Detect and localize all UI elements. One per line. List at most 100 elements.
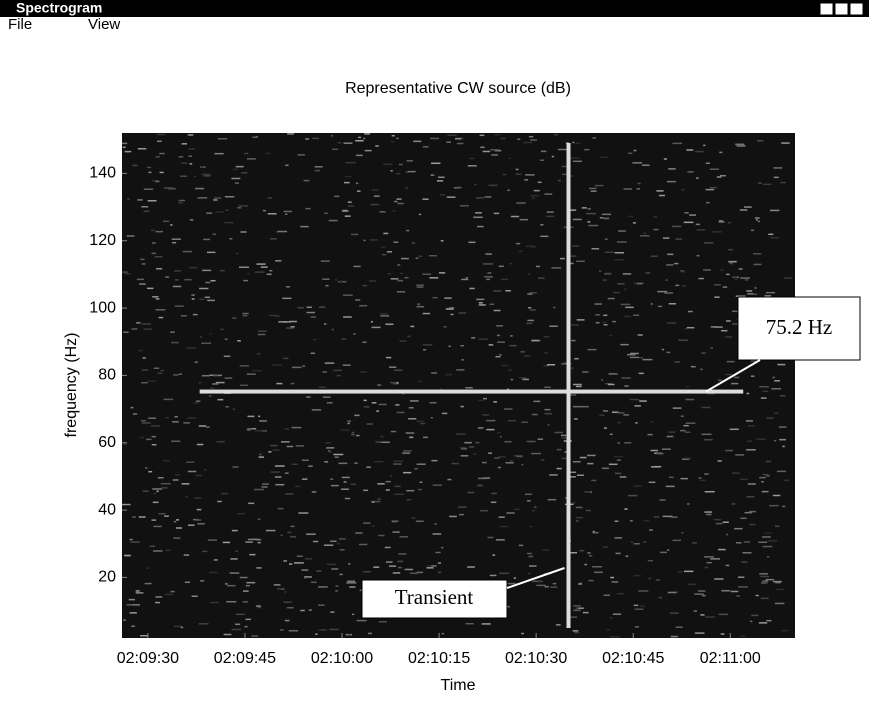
speckle — [146, 567, 149, 569]
speckle — [403, 471, 412, 474]
speckle — [380, 435, 384, 438]
speckle — [279, 629, 284, 631]
speckle — [623, 414, 630, 416]
speckle — [392, 531, 400, 533]
speckle — [430, 174, 435, 176]
speckle — [184, 581, 190, 584]
speckle — [170, 590, 175, 593]
menu-item[interactable]: File — [8, 16, 32, 33]
speckle — [385, 356, 392, 359]
speckle — [619, 476, 627, 478]
speckle — [441, 632, 445, 635]
speckle — [417, 380, 422, 383]
speckle — [312, 137, 319, 140]
speckle — [270, 444, 278, 447]
speckle — [559, 257, 565, 260]
speckle — [195, 474, 202, 477]
speckle — [193, 402, 199, 404]
speckle — [510, 215, 520, 218]
speckle — [751, 614, 759, 617]
speckle — [304, 576, 312, 578]
speckle — [725, 533, 729, 536]
speckle — [195, 400, 201, 402]
speckle — [331, 568, 339, 570]
speckle — [770, 236, 780, 239]
speckle — [484, 276, 494, 278]
speckle — [203, 238, 211, 241]
speckle — [240, 231, 247, 233]
speckle — [477, 427, 484, 429]
speckle — [507, 605, 510, 608]
maximize[interactable] — [834, 2, 849, 16]
speckle — [293, 562, 304, 564]
speckle — [186, 461, 195, 463]
speckle — [456, 186, 462, 189]
speckle — [284, 619, 290, 622]
menu-item[interactable]: View — [88, 16, 120, 33]
speckle — [773, 176, 779, 179]
speckle — [499, 525, 509, 528]
speckle — [731, 382, 739, 385]
speckle — [527, 500, 531, 502]
speckle — [680, 270, 686, 273]
speckle — [650, 421, 654, 423]
speckle — [416, 463, 426, 465]
speckle — [282, 297, 292, 300]
speckle — [653, 216, 658, 218]
speckle — [155, 156, 160, 158]
speckle — [488, 452, 492, 454]
annotation-box — [737, 296, 861, 361]
speckle — [297, 306, 304, 309]
speckle — [488, 344, 494, 346]
speckle — [341, 210, 349, 212]
speckle — [602, 279, 607, 281]
speckle — [310, 352, 316, 355]
minimize[interactable] — [819, 2, 834, 16]
speckle — [193, 175, 197, 178]
speckle — [753, 263, 762, 266]
speckle — [206, 212, 213, 214]
speckle — [393, 241, 399, 243]
speckle — [397, 566, 402, 569]
speckle — [364, 149, 372, 152]
speckle — [493, 212, 500, 215]
speckle — [623, 288, 627, 290]
speckle — [755, 219, 759, 221]
speckle — [766, 417, 774, 419]
speckle — [766, 619, 772, 622]
speckle — [694, 632, 705, 634]
speckle — [192, 518, 199, 521]
speckle — [587, 454, 596, 457]
speckle — [540, 150, 547, 153]
speckle — [725, 373, 732, 376]
speckle — [668, 476, 674, 479]
speckle — [784, 277, 793, 279]
speckle — [568, 394, 577, 396]
close[interactable] — [849, 2, 864, 16]
speckle — [632, 314, 640, 316]
speckle — [612, 613, 622, 615]
speckle — [483, 263, 493, 265]
speckle — [285, 493, 294, 495]
speckle — [417, 303, 421, 305]
speckle — [209, 601, 219, 604]
speckle — [173, 374, 179, 376]
speckle — [516, 202, 526, 204]
window-controls[interactable] — [819, 2, 864, 16]
speckle — [594, 184, 604, 187]
speckle — [151, 180, 159, 182]
speckle — [306, 533, 316, 535]
speckle — [141, 206, 149, 208]
speckle — [778, 426, 787, 428]
speckle — [599, 414, 605, 416]
speckle — [404, 568, 413, 571]
speckle — [373, 195, 380, 197]
speckle — [567, 551, 578, 554]
speckle — [657, 305, 663, 308]
speckle — [205, 426, 210, 428]
speckle — [648, 577, 651, 580]
speckle — [729, 428, 739, 431]
speckle — [576, 516, 584, 519]
speckle — [624, 442, 632, 444]
speckle — [396, 291, 406, 293]
